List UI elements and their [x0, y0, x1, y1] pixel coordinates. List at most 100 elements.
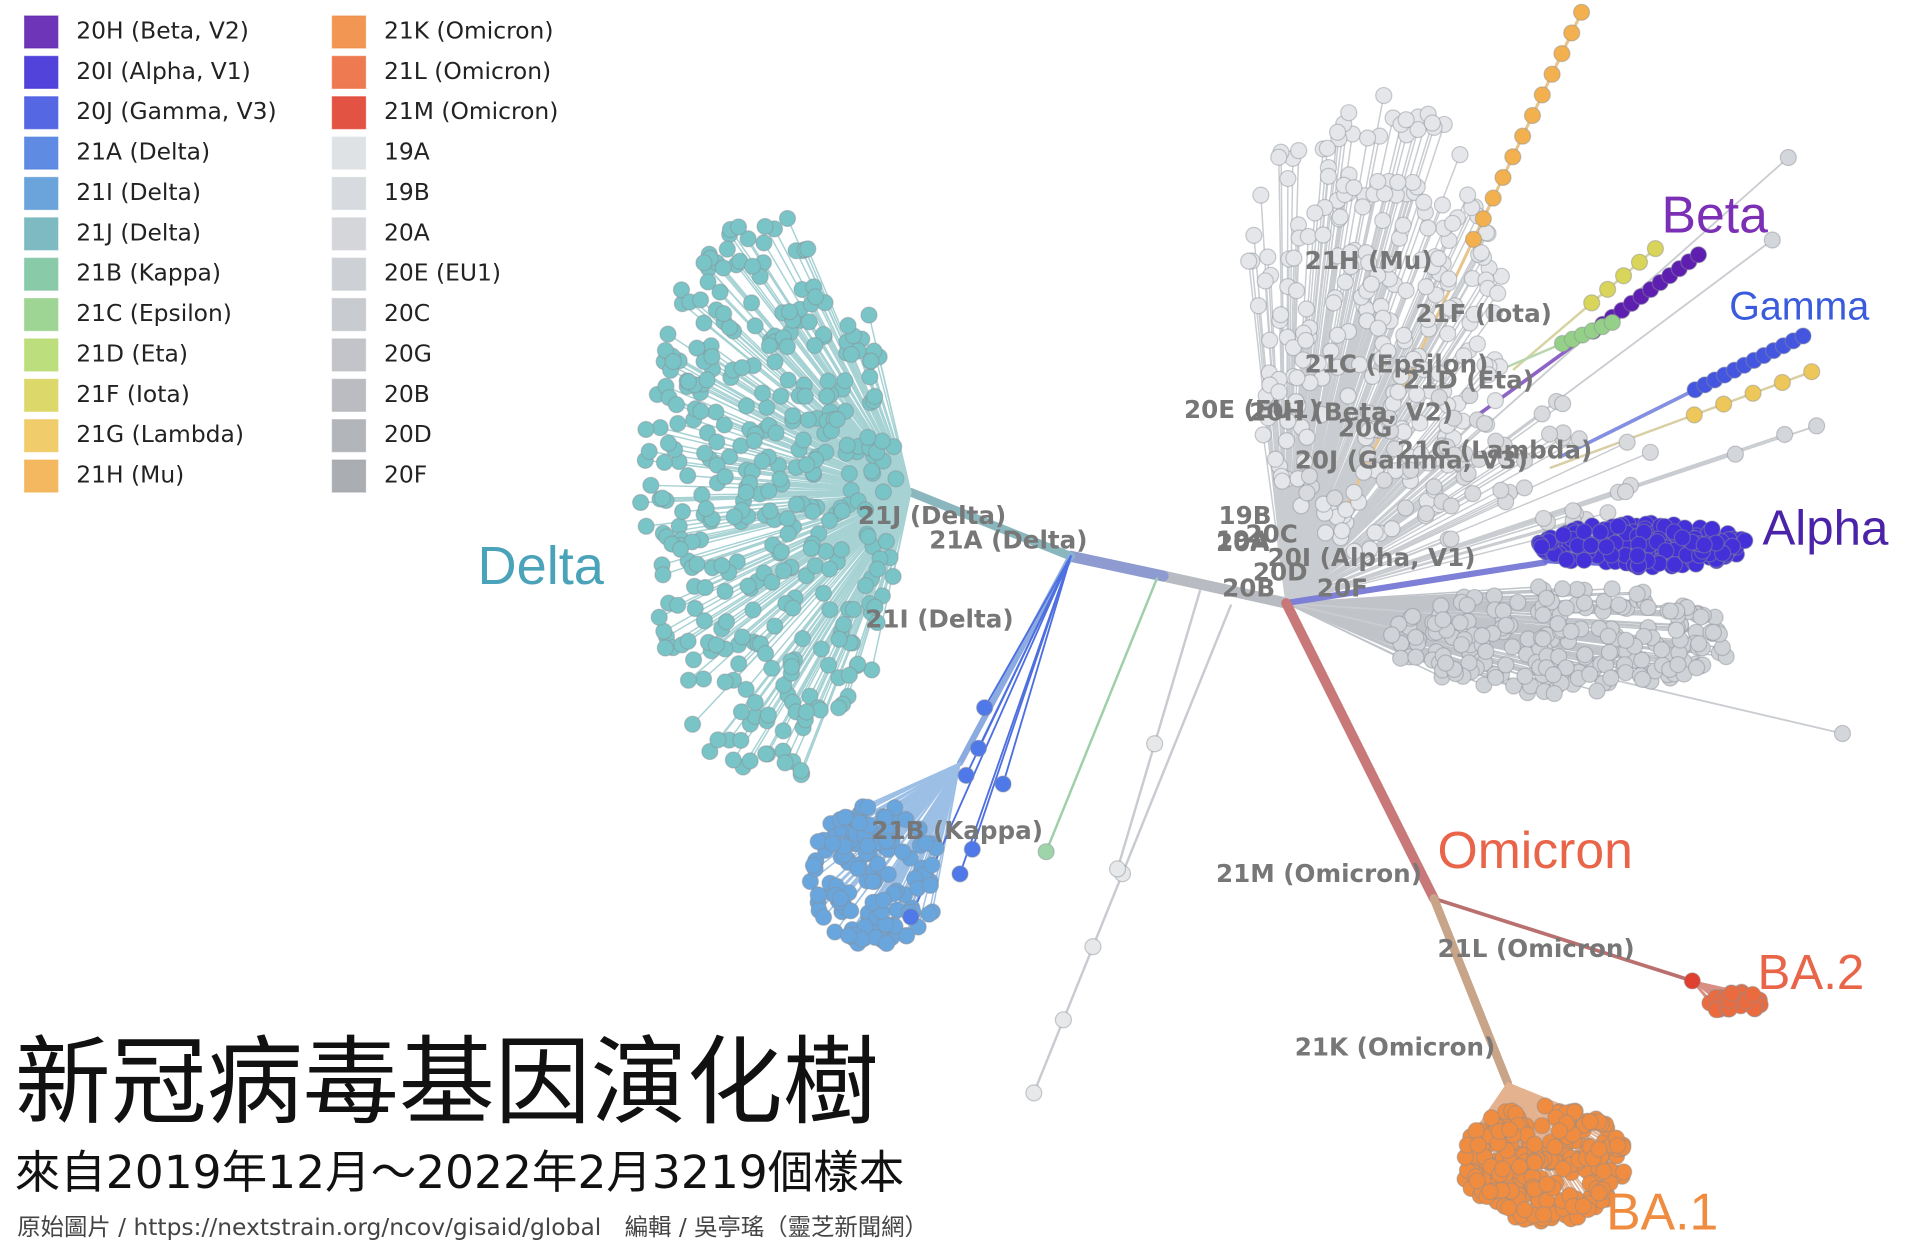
legend-swatch: [24, 257, 59, 291]
tip: [1285, 249, 1303, 267]
clade-label: 20E (EU1): [1184, 395, 1320, 424]
tip: [1603, 313, 1621, 332]
branch: [1285, 538, 1452, 604]
branch: [1475, 1082, 1509, 1132]
tip: [797, 703, 816, 721]
tip: [1287, 393, 1305, 411]
tip: [866, 598, 884, 616]
legend-swatch: [331, 96, 367, 130]
tip: [1557, 551, 1575, 569]
tip: [755, 234, 773, 252]
tip: [910, 820, 928, 838]
legend-label: 20E (EU1): [384, 259, 501, 287]
branch: [959, 555, 1072, 875]
tip: [728, 553, 746, 571]
tip: [695, 314, 713, 332]
tip: [1669, 655, 1687, 674]
tip: [1529, 578, 1548, 596]
branch: [810, 491, 912, 550]
tip: [1354, 198, 1372, 216]
tip: [1526, 1135, 1544, 1153]
tip: [756, 644, 775, 663]
tip: [667, 396, 686, 414]
tip: [724, 751, 742, 769]
tip: [775, 676, 793, 694]
tip: [776, 754, 794, 772]
tip: [1794, 327, 1812, 345]
tip: [716, 468, 734, 486]
tip: [804, 856, 822, 875]
tip: [1588, 682, 1606, 700]
tip: [1037, 843, 1055, 861]
tip: [1277, 432, 1296, 450]
tip: [730, 655, 748, 673]
tip: [1345, 179, 1363, 197]
tip: [951, 865, 969, 883]
tip: [1581, 665, 1599, 683]
branch: [1002, 555, 1072, 785]
tip: [1616, 483, 1635, 501]
tip: [1692, 608, 1710, 626]
tip: [775, 562, 793, 580]
legend-swatch: [24, 176, 59, 211]
branch: [1429, 894, 1513, 1088]
tip: [1554, 526, 1572, 544]
tip: [669, 414, 687, 433]
branch: [909, 555, 1072, 918]
tip: [1375, 471, 1393, 489]
tip: [840, 666, 858, 684]
tip: [1475, 676, 1493, 694]
branch: [1283, 559, 1548, 607]
tip: [672, 281, 691, 299]
tip: [774, 722, 792, 740]
tip: [1599, 627, 1617, 645]
tip: [887, 470, 905, 488]
tip: [1599, 504, 1617, 522]
labels: 20H (Beta, V2) 20I (Alpha, V1) 20J (Gamma,…: [24, 15, 1889, 1241]
tip: [637, 517, 655, 535]
tip: [1570, 430, 1588, 448]
tip: [1481, 1183, 1499, 1201]
tip: [714, 259, 732, 277]
tip: [838, 436, 856, 454]
tip: [779, 525, 797, 543]
tip: [1298, 428, 1316, 446]
tip: [1440, 270, 1458, 288]
tip: [1451, 145, 1469, 164]
tip: [842, 902, 860, 920]
tip: [1270, 148, 1288, 166]
tip: [963, 840, 981, 858]
tip: [1505, 677, 1523, 695]
tip: [742, 294, 761, 312]
tip: [1715, 395, 1733, 413]
tip: [1340, 104, 1358, 122]
tip: [1434, 611, 1452, 629]
tip: [793, 630, 812, 648]
clade-label: 21M (Omicron): [1216, 859, 1422, 888]
tip: [1314, 226, 1332, 244]
clade-label: 20H (Beta, V2): [1249, 398, 1453, 427]
tip: [1429, 249, 1448, 268]
tip: [696, 578, 714, 597]
tip: [1256, 272, 1274, 290]
tip: [1369, 172, 1387, 191]
tip: [1279, 169, 1297, 188]
tip: [1690, 635, 1708, 653]
tip: [1646, 240, 1664, 258]
lineage-label: Alpha: [1762, 501, 1889, 556]
tip: [1326, 489, 1344, 507]
tip: [840, 464, 858, 483]
tip: [1494, 602, 1512, 620]
tip: [1423, 114, 1441, 132]
tip: [692, 402, 710, 420]
tip: [806, 557, 824, 575]
tip: [814, 325, 833, 344]
tip: [1779, 148, 1797, 167]
tip: [1404, 607, 1422, 626]
tip: [720, 447, 739, 466]
tip: [1284, 339, 1302, 357]
tip: [715, 416, 733, 434]
tip: [1685, 406, 1703, 424]
tip: [1380, 409, 1398, 427]
